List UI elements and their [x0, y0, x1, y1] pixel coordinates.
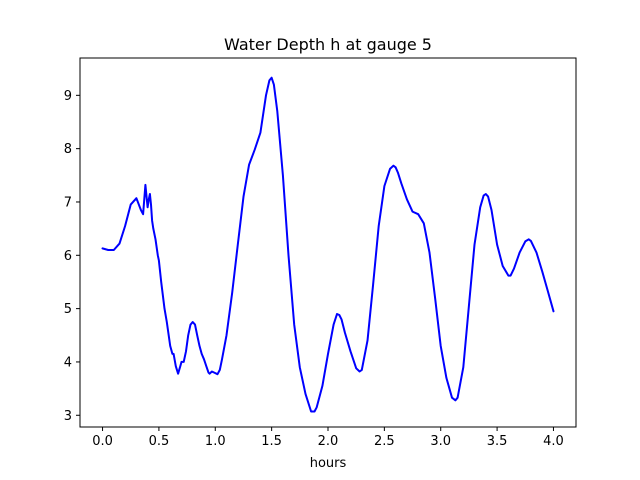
chart-title: Water Depth h at gauge 5 [224, 35, 432, 54]
y-tick-label: 4 [64, 355, 72, 370]
x-tick-label: 0.0 [92, 434, 113, 449]
x-tick-label: 3.5 [487, 434, 508, 449]
x-tick-label: 4.0 [543, 434, 564, 449]
y-tick-label: 9 [64, 89, 72, 104]
y-tick-label: 7 [64, 195, 72, 210]
series-line [101, 76, 555, 413]
x-tick-label: 1.5 [261, 434, 282, 449]
y-tick-label: 5 [64, 302, 72, 317]
axes-frame [79, 57, 577, 428]
axis-ticks: 0.0 0.5 1.0 1.5 2.0 2.5 3.0 3.5 4.0 3 4 5 6 7 8 9 [64, 89, 564, 449]
y-tick-label: 6 [64, 249, 72, 264]
x-tick-label: 3.0 [430, 434, 451, 449]
y-tick-label: 8 [64, 142, 72, 157]
y-tick-label: 3 [64, 409, 72, 424]
x-tick-label: 1.0 [205, 434, 226, 449]
x-tick-label: 2.0 [318, 434, 339, 449]
x-tick-label: 2.5 [374, 434, 395, 449]
plot-area [101, 76, 555, 413]
x-axis-title: hours [310, 456, 347, 471]
x-tick-label: 0.5 [149, 434, 170, 449]
